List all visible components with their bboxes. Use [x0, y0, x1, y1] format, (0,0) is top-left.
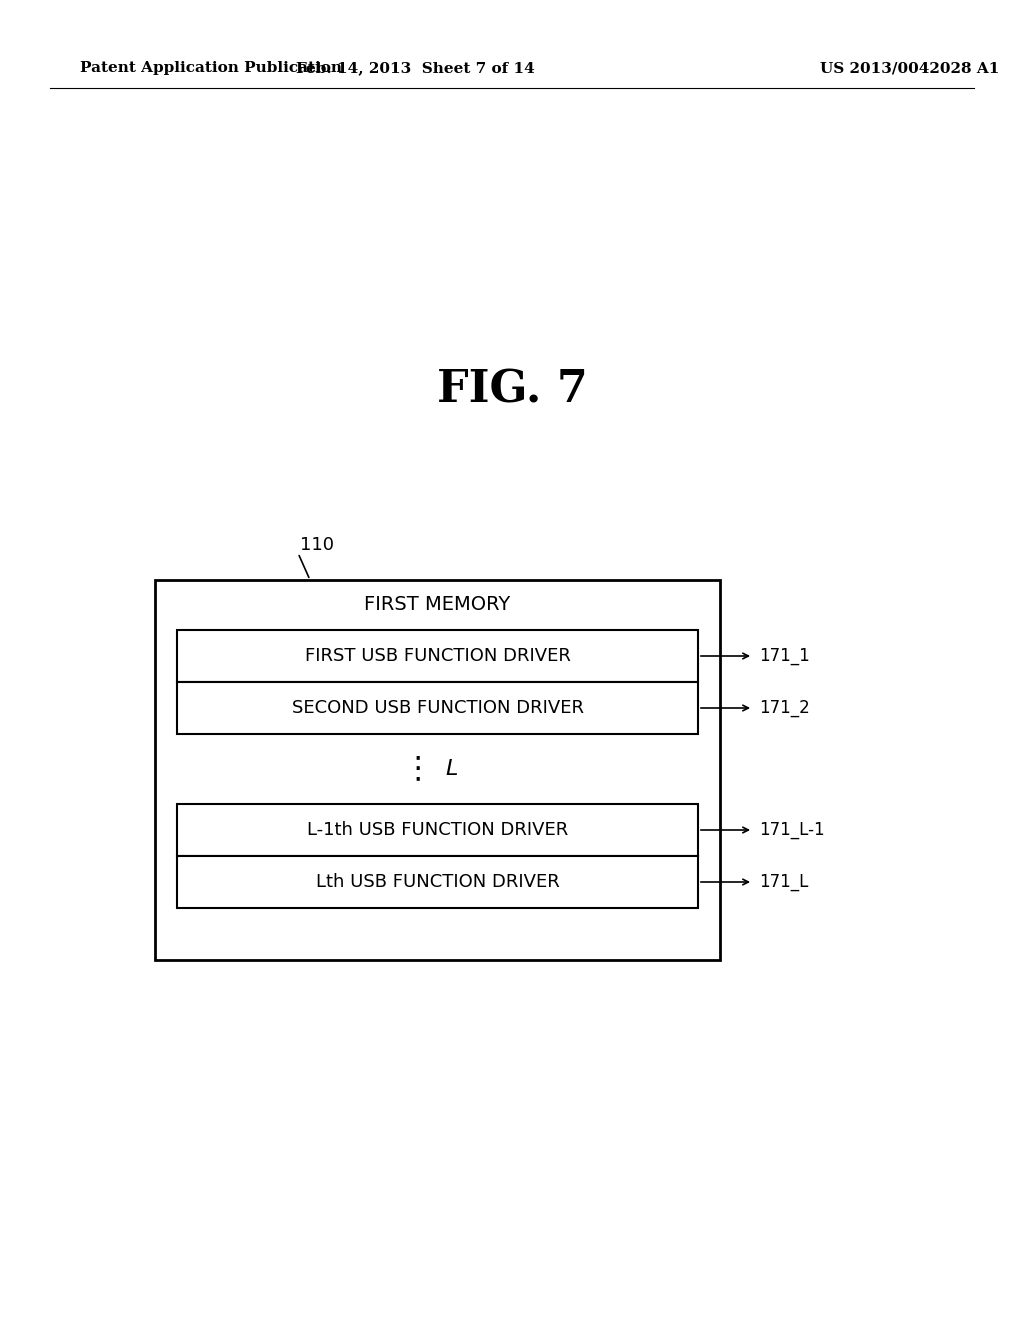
- Text: L-1th USB FUNCTION DRIVER: L-1th USB FUNCTION DRIVER: [307, 821, 568, 840]
- Bar: [177, 630, 698, 682]
- Text: ⋮: ⋮: [402, 755, 433, 784]
- Text: FIRST USB FUNCTION DRIVER: FIRST USB FUNCTION DRIVER: [304, 647, 570, 665]
- Bar: [177, 855, 698, 908]
- Text: FIG. 7: FIG. 7: [436, 368, 588, 412]
- Text: Lth USB FUNCTION DRIVER: Lth USB FUNCTION DRIVER: [315, 873, 559, 891]
- Text: US 2013/0042028 A1: US 2013/0042028 A1: [820, 61, 999, 75]
- Text: Patent Application Publication: Patent Application Publication: [80, 61, 342, 75]
- Text: 171_L-1: 171_L-1: [759, 821, 824, 840]
- Text: 171_L: 171_L: [759, 873, 808, 891]
- Text: FIRST MEMORY: FIRST MEMORY: [365, 594, 511, 614]
- Text: 110: 110: [300, 536, 334, 554]
- Text: L: L: [445, 759, 458, 779]
- Text: SECOND USB FUNCTION DRIVER: SECOND USB FUNCTION DRIVER: [292, 700, 584, 717]
- Text: 171_2: 171_2: [759, 700, 810, 717]
- Text: Feb. 14, 2013  Sheet 7 of 14: Feb. 14, 2013 Sheet 7 of 14: [296, 61, 535, 75]
- Bar: [177, 804, 698, 855]
- Text: 171_1: 171_1: [759, 647, 810, 665]
- Bar: [177, 682, 698, 734]
- Bar: [155, 579, 720, 960]
